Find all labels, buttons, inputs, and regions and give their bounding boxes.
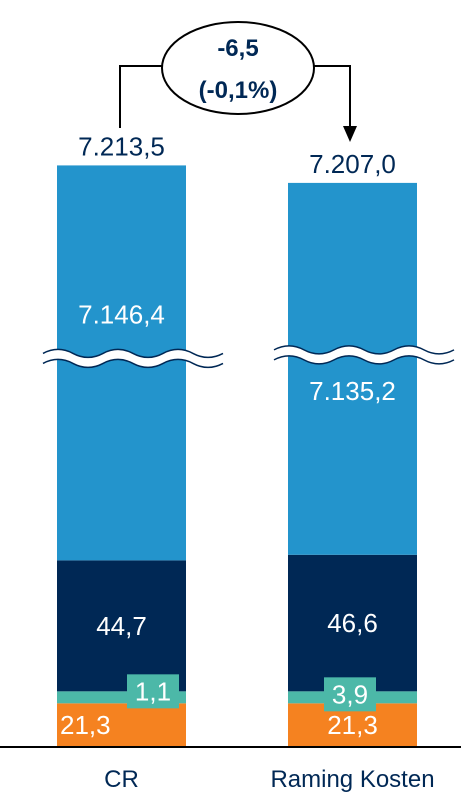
small-segment-callout — [324, 677, 376, 712]
bar-total-label: 7.213,5 — [78, 131, 165, 161]
axis-break-line — [42, 348, 224, 359]
axis-break-gap — [271, 346, 457, 364]
bar-segment — [57, 560, 186, 692]
bar-segment-label: 7.146,4 — [78, 299, 165, 329]
difference-arrowhead — [343, 126, 357, 142]
axis-break-gap — [40, 349, 226, 367]
bar-segment-label: 3,9 — [332, 679, 368, 709]
axis-break-line — [273, 345, 455, 355]
bar-segment-label: 44,7 — [96, 611, 147, 641]
difference-percent: (-0,1%) — [199, 77, 278, 104]
bar-total-label: 7.207,0 — [309, 149, 396, 179]
bar-segment — [288, 554, 417, 692]
bar-segment-label: 21,3 — [327, 710, 378, 740]
bar-segment-label: 1,1 — [135, 676, 171, 706]
axis-break-line — [42, 358, 224, 369]
difference-ellipse — [161, 21, 315, 115]
bar-segment-label: 21,3 — [60, 710, 111, 740]
bar-segment-label: 7.135,2 — [309, 376, 396, 406]
bar-segment — [288, 182, 417, 555]
bars: 21,3 44,7 7.146,4 7.213,5 1,1 CR 21,3 46,6 7.135… — [40, 131, 457, 793]
difference-value: -6,5 — [217, 35, 258, 62]
category-label: Raming Kosten — [270, 766, 434, 793]
axis-break-line — [273, 355, 455, 365]
bar-segment-label: 46,6 — [327, 608, 378, 638]
small-segment-callout — [127, 674, 179, 709]
category-label: CR — [104, 766, 139, 793]
bar-segment — [57, 703, 186, 747]
